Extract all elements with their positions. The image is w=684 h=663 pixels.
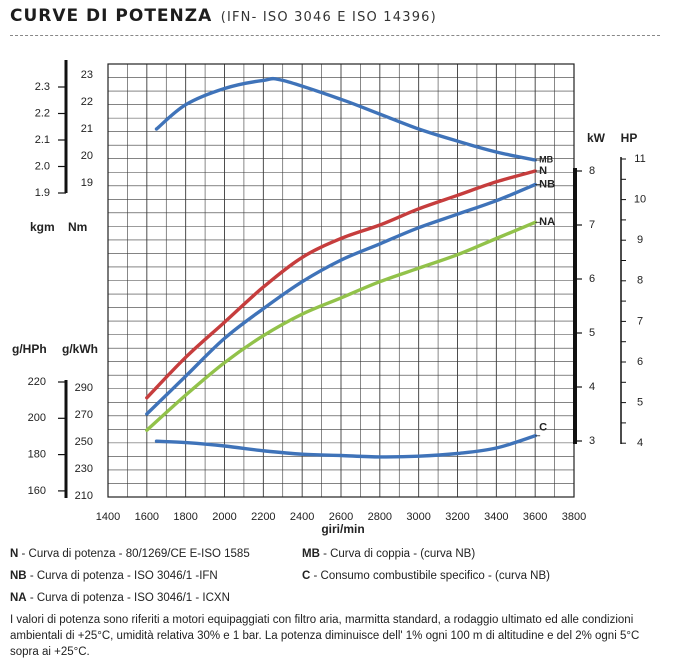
series-line-nb: [145, 182, 537, 416]
legend-na: NA - Curva di potenza - ISO 3046/1 - ICX…: [10, 592, 230, 604]
x-tick-label: 1600: [135, 511, 159, 523]
footnote: I valori di potenza sono riferiti a moto…: [10, 614, 640, 658]
grid-group: [107, 63, 575, 498]
hp-tick-label: 9: [637, 234, 643, 246]
legend-mb: MB - Curva di coppia - (curva NB): [302, 548, 475, 560]
hp-tick-label: 5: [637, 397, 643, 409]
chart-title: CURVE DI POTENZA: [10, 6, 213, 26]
x-tick-label: 1800: [173, 511, 197, 523]
ghph-tick-label: 160: [28, 485, 46, 497]
hp-axis-label: HP: [621, 131, 638, 145]
power-curves-chart: 1400 1600 1800 2000 2200 2400 2600 2800 3000 3200…: [12, 60, 646, 536]
x-tick-label: 3200: [445, 511, 469, 523]
series-line-n: [145, 169, 537, 400]
x-tick-label: 3600: [523, 511, 547, 523]
gkwh-tick-label: 290: [75, 382, 93, 394]
ghph-tick-label: 200: [28, 412, 46, 424]
x-axis-label: giri/min: [321, 522, 364, 536]
series-label-na: NA: [539, 216, 555, 228]
kgm-tick-label: 2.0: [35, 160, 50, 172]
kgm-tick-label: 1.9: [35, 187, 50, 199]
series-label-n: N: [539, 165, 547, 177]
gkwh-tick-label: 210: [75, 490, 93, 502]
ghph-tick-label: 180: [28, 449, 46, 461]
legend-n-code: N: [10, 548, 19, 560]
kw-axis-label: kW: [587, 131, 606, 145]
x-tick-label: 2400: [290, 511, 314, 523]
chart-subtitle: (IFN- ISO 3046 E ISO 14396): [220, 10, 437, 25]
legend-nb-text: - Curva di potenza - ISO 3046/1 -IFN: [26, 570, 218, 582]
chart-title-row: CURVE DI POTENZA (IFN- ISO 3046 E ISO 14…: [10, 6, 437, 26]
hp-tick-label: 11: [634, 153, 645, 165]
kgm-axis-label: kgm: [30, 220, 55, 234]
legend-mb-text: - Curva di coppia - (curva NB): [319, 548, 476, 560]
series-line-mb: [154, 76, 537, 162]
nm-tick-label: 19: [81, 177, 93, 189]
x-tick-label: 3400: [484, 511, 508, 523]
ghph-axis-label: g/HPh: [12, 342, 47, 356]
x-tick-label: 2000: [212, 511, 236, 523]
kw-tick-label: 3: [589, 435, 595, 447]
legend-na-text: - Curva di potenza - ISO 3046/1 - ICXN: [26, 592, 230, 604]
kw-tick-label: 7: [589, 219, 595, 231]
nm-tick-label: 20: [81, 150, 93, 162]
legend-mb-code: MB: [302, 548, 320, 560]
legend-n: N - Curva di potenza - 80/1269/CE E-ISO …: [10, 548, 250, 560]
hp-tick-label: 4: [637, 437, 643, 449]
ghph-tick-label: 220: [28, 376, 46, 388]
gkwh-tick-label: 250: [75, 436, 93, 448]
series-line-na: [145, 220, 537, 432]
nm-tick-label: 23: [81, 69, 93, 81]
hp-tick-label: 8: [637, 275, 643, 287]
legend-n-text: - Curva di potenza - 80/1269/CE E-ISO 15…: [18, 548, 250, 560]
legend-nb-code: NB: [10, 570, 27, 582]
hp-tick-label: 7: [637, 315, 643, 327]
gkwh-tick-label: 230: [75, 463, 93, 475]
kgm-tick-label: 2.1: [35, 134, 50, 146]
kgm-tick-label: 2.2: [35, 107, 50, 119]
x-tick-label: 2800: [368, 511, 392, 523]
kw-tick-label: 5: [589, 327, 595, 339]
x-tick-label: 1400: [96, 511, 120, 523]
kw-tick-label: 8: [589, 165, 595, 177]
x-tick-label: 3000: [406, 511, 430, 523]
series-label-mb: MB: [539, 154, 553, 164]
nm-tick-label: 21: [81, 123, 93, 135]
x-tick-label: 3800: [562, 511, 586, 523]
kw-tick-label: 6: [589, 273, 595, 285]
gkwh-axis-label: g/kWh: [62, 342, 98, 356]
legend-c-text: - Consumo combustibile specifico - (curv…: [310, 570, 550, 582]
legend-c: C - Consumo combustibile specifico - (cu…: [302, 570, 550, 582]
series-label-c: C: [539, 422, 547, 434]
x-tick-label: 2600: [329, 511, 353, 523]
nm-axis-label: Nm: [68, 220, 87, 234]
nm-tick-label: 22: [81, 96, 93, 108]
legend-c-code: C: [302, 570, 311, 582]
kw-tick-label: 4: [589, 381, 595, 393]
hp-tick-label: 6: [637, 356, 643, 368]
x-tick-label: 2200: [251, 511, 275, 523]
legend-nb: NB - Curva di potenza - ISO 3046/1 -IFN: [10, 570, 218, 582]
series-line-c: [154, 434, 537, 459]
title-divider: [10, 35, 660, 36]
gkwh-tick-label: 270: [75, 409, 93, 421]
legend-na-code: NA: [10, 592, 27, 604]
hp-tick-label: 10: [634, 194, 646, 206]
kgm-tick-label: 2.3: [35, 81, 50, 93]
series-label-nb: NB: [539, 178, 555, 190]
